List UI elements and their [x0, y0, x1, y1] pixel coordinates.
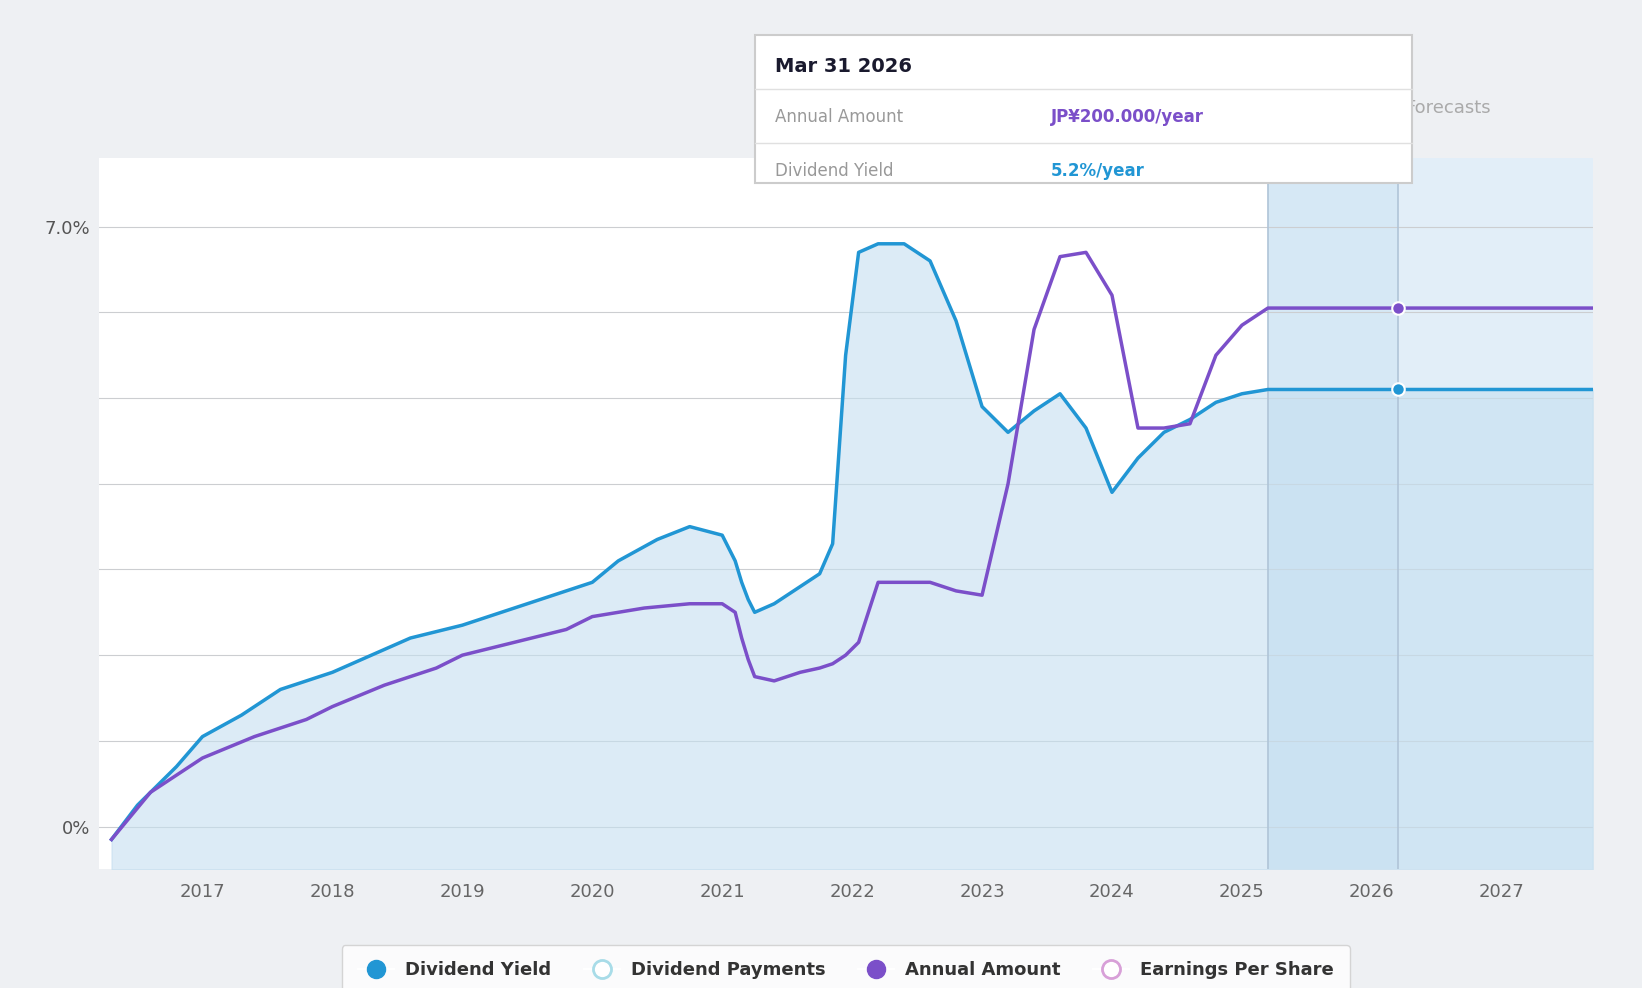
- Text: JP¥200.000/year: JP¥200.000/year: [1051, 108, 1204, 125]
- Text: Annual Amount: Annual Amount: [775, 108, 903, 125]
- Legend: Dividend Yield, Dividend Payments, Annual Amount, Earnings Per Share: Dividend Yield, Dividend Payments, Annua…: [342, 946, 1350, 988]
- Text: Past: Past: [1209, 99, 1253, 118]
- Bar: [1268, 158, 1397, 869]
- Text: Analysts: Analysts: [1276, 99, 1351, 118]
- Text: Dividend Yield: Dividend Yield: [775, 162, 893, 180]
- Bar: [1397, 158, 1593, 869]
- Text: 5.2%/year: 5.2%/year: [1051, 162, 1144, 180]
- Text: Mar 31 2026: Mar 31 2026: [775, 56, 911, 76]
- Text: Forecasts: Forecasts: [1406, 99, 1491, 118]
